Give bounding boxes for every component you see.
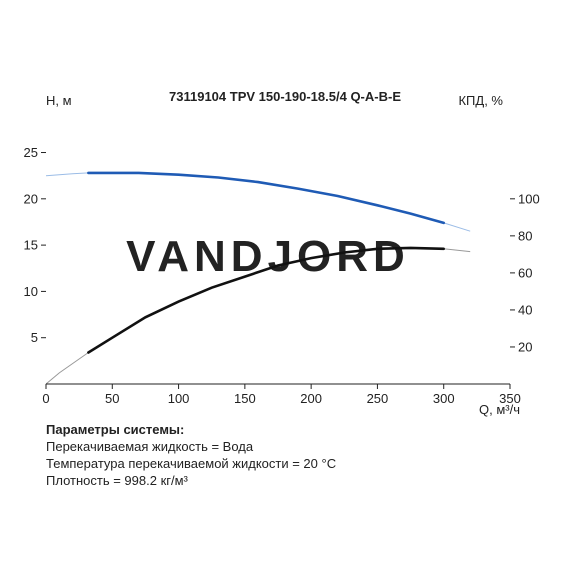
x-axis-label: Q, м³/ч xyxy=(479,402,520,417)
parameter-liquid: Перекачиваемая жидкость = Вода xyxy=(46,439,254,454)
chart: VANDJORD 0 50 100 150 200 250 300 350 5 10 15 20 25… xyxy=(24,89,540,417)
y-axis-label-left: H, м xyxy=(46,93,72,108)
watermark: VANDJORD xyxy=(126,232,410,281)
y-left-tick-label: 25 xyxy=(24,145,38,160)
parameter-density: Плотность = 998.2 кг/м³ xyxy=(46,473,188,488)
chart-title: 73119104 TPV 150-190-18.5/4 Q-A-B-E xyxy=(169,89,401,104)
efficiency-curve xyxy=(87,246,445,354)
y-right-tick-label: 20 xyxy=(518,339,532,354)
system-parameters: Параметры системы: Перекачиваемая жидкос… xyxy=(46,421,336,489)
y-right-tick-label: 100 xyxy=(518,191,540,206)
system-parameters-heading: Параметры системы: xyxy=(46,422,185,437)
x-ticks: 0 50 100 150 200 250 300 350 xyxy=(42,384,521,406)
x-tick-label: 200 xyxy=(300,391,322,406)
y-axis-label-right: КПД, % xyxy=(458,93,503,108)
x-tick-label: 0 xyxy=(42,391,49,406)
head-curve xyxy=(87,171,445,225)
parameter-temperature: Температура перекачиваемой жидкости = 20… xyxy=(46,456,337,471)
y-left-tick-label: 15 xyxy=(24,238,38,253)
y-left-tick-label: 10 xyxy=(24,284,38,299)
y-ticks-left: 5 10 15 20 25 xyxy=(24,145,46,345)
y-right-tick-label: 40 xyxy=(518,302,532,317)
y-right-tick-label: 80 xyxy=(518,228,532,243)
y-left-tick-label: 20 xyxy=(24,191,38,206)
x-tick-label: 100 xyxy=(168,391,190,406)
x-tick-label: 150 xyxy=(234,391,256,406)
y-ticks-right: 20 40 60 80 100 xyxy=(510,191,540,354)
y-left-tick-label: 5 xyxy=(31,330,38,345)
x-tick-label: 300 xyxy=(433,391,455,406)
x-tick-label: 250 xyxy=(367,391,389,406)
curves xyxy=(45,171,471,385)
x-tick-label: 350 xyxy=(499,391,521,406)
y-right-tick-label: 60 xyxy=(518,265,532,280)
x-tick-label: 50 xyxy=(105,391,119,406)
